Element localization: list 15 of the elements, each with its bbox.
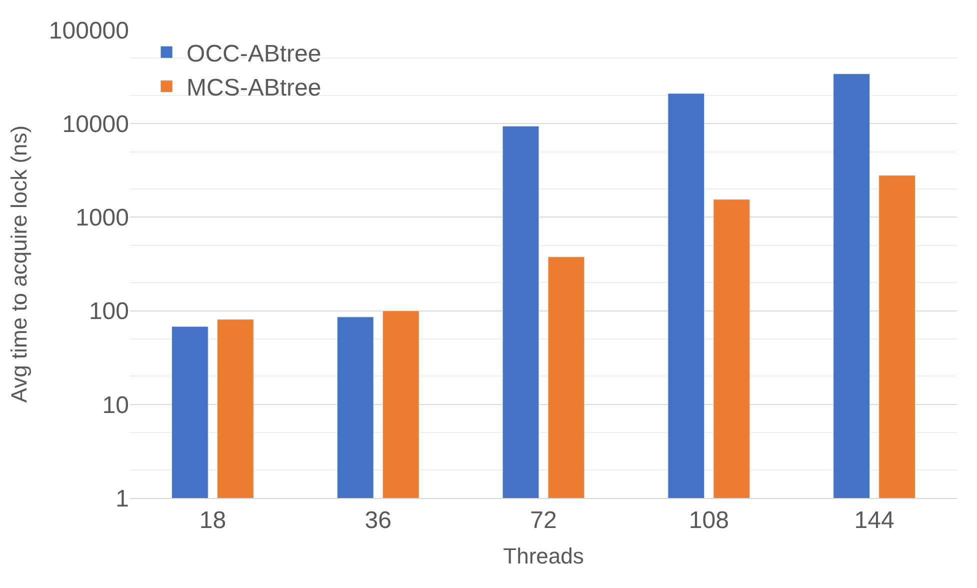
y-tick-label: 1	[116, 485, 129, 512]
y-tick-label: 10000	[62, 111, 129, 138]
x-tick-label: 108	[688, 506, 729, 534]
y-tick-label: 100000	[48, 17, 129, 44]
legend-label: MCS-ABtree	[186, 74, 322, 102]
y-tick-label: 100	[88, 298, 129, 326]
x-tick-label: 18	[199, 506, 226, 534]
x-tick-label: 144	[854, 506, 894, 534]
x-tick-label: 72	[530, 506, 557, 534]
legend-label: OCC-ABtree	[186, 40, 322, 68]
y-tick-label: 1000	[76, 204, 129, 232]
x-axis-title: Threads	[503, 544, 584, 569]
x-tick-label: 36	[364, 506, 392, 534]
y-tick-label: 10	[102, 392, 129, 419]
y-axis-title: Avg time to acquire lock (ns)	[6, 125, 32, 403]
